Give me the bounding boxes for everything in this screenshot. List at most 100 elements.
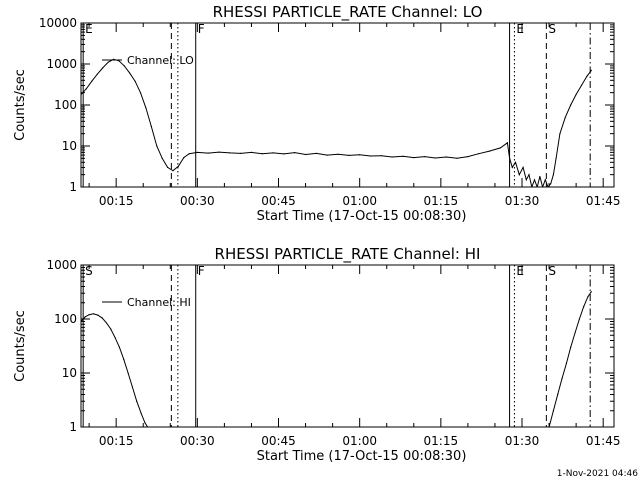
data-point — [478, 153, 480, 155]
data-point — [359, 154, 361, 156]
data-point — [127, 372, 129, 374]
series-line — [81, 291, 592, 427]
data-point — [112, 58, 115, 60]
data-point — [590, 291, 592, 293]
marker-label: S — [85, 264, 93, 278]
data-point — [123, 358, 125, 360]
data-point — [570, 346, 572, 348]
data-point — [586, 75, 588, 77]
data-point — [150, 125, 152, 127]
data-point — [580, 84, 583, 86]
data-point — [424, 156, 426, 158]
y-tick-label: 100 — [54, 98, 77, 112]
x-axis-label: Start Time (17-Oct-15 00:08:30) — [257, 209, 467, 224]
data-point — [509, 157, 511, 159]
data-point — [97, 314, 99, 316]
marker-label: E — [85, 22, 93, 36]
x-tick-label: 01:30 — [505, 194, 540, 208]
marker-label: E — [516, 22, 524, 36]
chart-title: RHESSI PARTICLE_RATE Channel: LO — [213, 3, 483, 22]
data-point — [102, 67, 104, 69]
x-tick-label: 00:30 — [180, 194, 215, 208]
data-point — [305, 153, 307, 156]
x-tick-label: 01:30 — [505, 434, 540, 448]
data-point — [161, 157, 163, 159]
y-tick-label: 1000 — [46, 57, 77, 71]
data-point — [542, 186, 544, 187]
data-point — [114, 337, 116, 339]
data-point — [218, 151, 220, 153]
x-tick-label: 00:15 — [99, 434, 134, 448]
data-point — [240, 152, 242, 154]
footer-timestamp: 1-Nov-2021 04:46 — [557, 469, 639, 479]
data-point — [552, 410, 555, 412]
y-tick-label: 1000 — [46, 258, 77, 272]
x-tick-label: 01:00 — [342, 194, 377, 208]
data-point — [167, 166, 169, 168]
data-point — [207, 152, 209, 154]
data-point — [434, 157, 436, 159]
x-tick-label: 00:30 — [180, 434, 215, 448]
plot-frame — [80, 264, 615, 428]
y-tick-label: 100 — [54, 312, 77, 326]
data-point — [548, 426, 550, 427]
chart-panel-1: RHESSI PARTICLE_RATE Channel: LO Counts/s… — [13, 3, 620, 224]
data-point — [467, 156, 469, 158]
data-point — [528, 174, 530, 176]
marker-label: S — [548, 264, 556, 278]
data-point — [348, 154, 350, 156]
data-point — [574, 332, 576, 334]
legend-label: Channel: LO — [127, 54, 194, 67]
chart-title: RHESSI PARTICLE_RATE Channel: HI — [215, 245, 481, 264]
data-point — [250, 151, 253, 153]
data-point — [590, 69, 592, 71]
x-tick-label: 00:45 — [261, 194, 296, 208]
x-axis-label: Start Time (17-Oct-15 00:08:30) — [257, 449, 467, 464]
y-tick-label: 1 — [69, 180, 77, 194]
marker-label: E — [516, 264, 524, 278]
data-point — [183, 157, 185, 159]
data-point — [391, 156, 393, 158]
x-tick-label: 01:15 — [424, 194, 459, 208]
data-point — [88, 314, 90, 316]
data-point — [506, 142, 508, 144]
data-point — [559, 133, 561, 135]
data-point — [380, 155, 382, 157]
data-point — [85, 88, 87, 90]
data-point — [514, 161, 517, 163]
data-point — [261, 153, 263, 155]
data-point — [550, 183, 552, 185]
data-point — [172, 170, 174, 172]
data-point — [536, 186, 538, 187]
data-point — [131, 386, 133, 388]
marker-label: F — [198, 22, 205, 36]
data-point — [564, 116, 566, 118]
data-point — [91, 80, 93, 82]
data-point — [229, 152, 231, 154]
data-point — [552, 174, 555, 176]
data-point — [555, 157, 557, 159]
data-point — [544, 179, 546, 181]
y-tick-label: 1 — [69, 420, 77, 434]
data-point — [522, 166, 524, 168]
data-point — [561, 377, 563, 379]
y-axis-label: Counts/sec — [13, 69, 28, 141]
data-point — [402, 155, 404, 157]
data-point — [101, 317, 103, 319]
data-point — [445, 156, 447, 158]
data-point — [177, 165, 179, 167]
marker-label: S — [548, 22, 556, 36]
data-point — [139, 92, 142, 94]
x-tick-label: 01:45 — [586, 434, 621, 448]
data-point — [92, 313, 94, 315]
data-point — [147, 426, 149, 427]
data-point — [118, 346, 120, 348]
data-point — [456, 157, 458, 159]
data-point — [129, 72, 131, 74]
data-point — [294, 152, 296, 154]
data-point — [557, 393, 559, 396]
data-point — [84, 316, 86, 318]
data-point — [570, 104, 572, 106]
data-point — [499, 147, 501, 149]
data-point — [369, 155, 372, 157]
